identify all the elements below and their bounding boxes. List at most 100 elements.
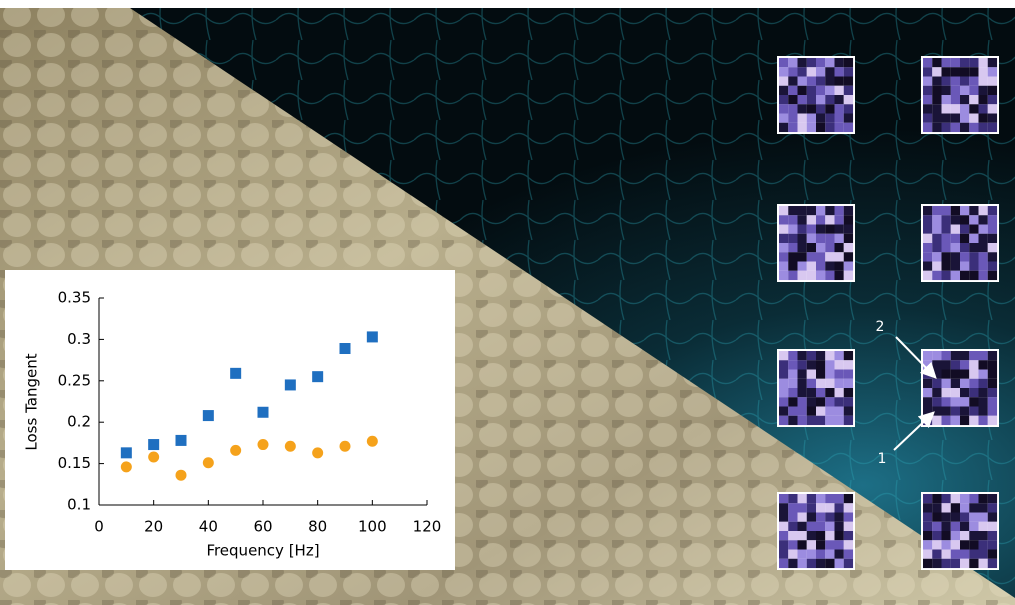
tile-pixel bbox=[835, 559, 844, 568]
tile-pixel bbox=[798, 379, 807, 388]
tile-pixel bbox=[951, 252, 960, 261]
tile-pixel bbox=[816, 388, 825, 397]
tile-pixel bbox=[816, 114, 825, 123]
tile-pixel bbox=[835, 262, 844, 271]
x-tick-label: 120 bbox=[413, 518, 442, 536]
point bbox=[121, 447, 132, 458]
tile-pixel bbox=[979, 559, 988, 568]
tile-pixel bbox=[932, 271, 941, 280]
tile-pixel bbox=[788, 559, 797, 568]
tile-pixel bbox=[979, 388, 988, 397]
tile-pixel bbox=[835, 513, 844, 522]
tile-pixel bbox=[825, 271, 834, 280]
tile-pixel bbox=[932, 95, 941, 104]
tile-pixel bbox=[788, 503, 797, 512]
tile-pixel bbox=[969, 234, 978, 243]
tile-pixel bbox=[979, 550, 988, 559]
tile-pixel bbox=[960, 407, 969, 416]
tile-pixel bbox=[835, 206, 844, 215]
tile-pixel bbox=[844, 262, 853, 271]
tile-pixel bbox=[942, 416, 951, 425]
tile-pixel bbox=[844, 503, 853, 512]
tile-pixel bbox=[844, 531, 853, 540]
tile-pixel bbox=[816, 243, 825, 252]
tile-pixel bbox=[942, 77, 951, 86]
tile-pixel bbox=[816, 271, 825, 280]
tile-pixel bbox=[835, 86, 844, 95]
tile-pixel bbox=[825, 215, 834, 224]
tile-pixel bbox=[979, 360, 988, 369]
tile-pixel bbox=[798, 86, 807, 95]
tile-pixel bbox=[942, 351, 951, 360]
tile-pixel bbox=[988, 243, 997, 252]
tile-pixel bbox=[816, 215, 825, 224]
tile-pixel bbox=[779, 388, 788, 397]
tile-pixel bbox=[816, 540, 825, 549]
tile-pixel bbox=[798, 397, 807, 406]
tile-pixel bbox=[798, 513, 807, 522]
tile-pixel bbox=[798, 550, 807, 559]
tile-pixel bbox=[969, 262, 978, 271]
tile-pixel bbox=[969, 225, 978, 234]
tile-pixel bbox=[788, 262, 797, 271]
tile-pixel bbox=[979, 252, 988, 261]
tile-pixel bbox=[807, 540, 816, 549]
tile-pixel bbox=[969, 397, 978, 406]
tile-pixel bbox=[932, 388, 941, 397]
tile-pixel bbox=[825, 531, 834, 540]
tile-pixel bbox=[988, 397, 997, 406]
tile-pixel bbox=[960, 67, 969, 76]
tile-pixel bbox=[825, 503, 834, 512]
tile-pixel bbox=[969, 522, 978, 531]
tile-pixel bbox=[816, 559, 825, 568]
tile-pixel bbox=[788, 379, 797, 388]
y-axis-label: Loss Tangent bbox=[23, 353, 41, 450]
tile-pixel bbox=[979, 522, 988, 531]
tile-pixel bbox=[807, 351, 816, 360]
tile-pixel bbox=[788, 513, 797, 522]
tile-pixel bbox=[951, 104, 960, 113]
tile-pixel bbox=[825, 225, 834, 234]
tile-pixel bbox=[988, 513, 997, 522]
tile-pixel bbox=[779, 379, 788, 388]
tile-pixel bbox=[798, 351, 807, 360]
tile-pixel bbox=[932, 416, 941, 425]
tile-pixel bbox=[816, 379, 825, 388]
point bbox=[148, 451, 159, 462]
tile-pixel bbox=[979, 271, 988, 280]
tile-pixel bbox=[779, 522, 788, 531]
tile-pixel bbox=[825, 351, 834, 360]
tile-pixel bbox=[798, 271, 807, 280]
tile-pixel bbox=[807, 58, 816, 67]
tile-pixel bbox=[788, 271, 797, 280]
tile-pixel bbox=[788, 86, 797, 95]
tile-pixel bbox=[923, 271, 932, 280]
tile-pixel bbox=[779, 234, 788, 243]
tile-pixel bbox=[835, 95, 844, 104]
tile-pixel bbox=[969, 550, 978, 559]
tile-pixel bbox=[960, 388, 969, 397]
tile-pixel bbox=[798, 243, 807, 252]
tile-pixel bbox=[816, 522, 825, 531]
tile-pixel bbox=[979, 215, 988, 224]
tile-pixel bbox=[942, 370, 951, 379]
tile-pixel bbox=[807, 225, 816, 234]
tile-pixel bbox=[798, 252, 807, 261]
tile-pixel bbox=[825, 379, 834, 388]
tile-pixel bbox=[923, 494, 932, 503]
tile-pixel bbox=[835, 416, 844, 425]
tile-pixel bbox=[923, 540, 932, 549]
tile-pixel bbox=[807, 370, 816, 379]
tile-pixel bbox=[979, 397, 988, 406]
tile-pixel bbox=[932, 407, 941, 416]
tile-pixel bbox=[844, 540, 853, 549]
point bbox=[367, 436, 378, 447]
tile-pixel bbox=[807, 388, 816, 397]
tile-pixel bbox=[816, 531, 825, 540]
tile-pixel bbox=[779, 206, 788, 215]
tile-pixel bbox=[779, 494, 788, 503]
tile-pixel bbox=[979, 225, 988, 234]
tile-pixel bbox=[942, 262, 951, 271]
tile-pixel bbox=[932, 397, 941, 406]
tile-pixel bbox=[988, 388, 997, 397]
